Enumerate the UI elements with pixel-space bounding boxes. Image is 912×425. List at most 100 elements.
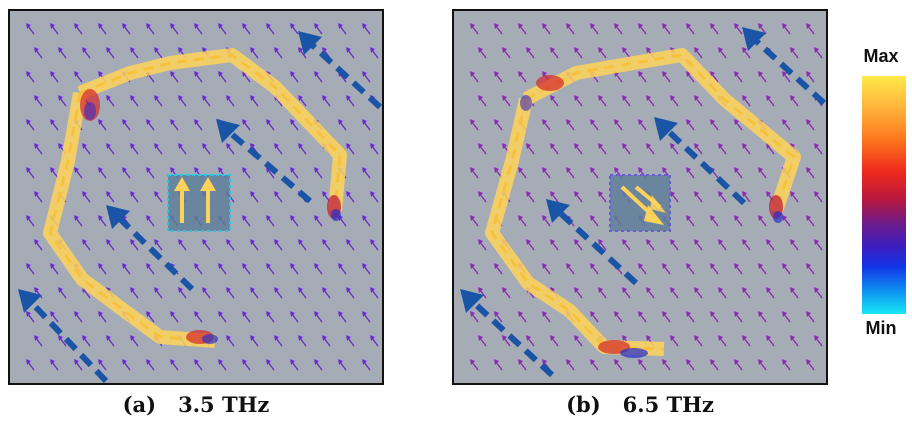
field-arrow — [108, 146, 114, 154]
field-arrow — [156, 242, 162, 250]
field-arrow — [132, 290, 138, 298]
field-arrow — [268, 362, 274, 370]
field-arrow — [180, 242, 186, 250]
field-arrow — [108, 50, 114, 58]
field-arrow — [592, 266, 598, 274]
field-arrow — [364, 74, 370, 82]
field-arrow — [132, 194, 138, 202]
field-arrow — [672, 146, 678, 154]
field-arrow — [816, 194, 822, 202]
field-arrow — [528, 242, 534, 250]
field-arrow — [228, 146, 234, 154]
field-arrow — [52, 314, 58, 322]
field-arrow — [472, 314, 478, 322]
field-arrow — [108, 242, 114, 250]
field-arrow — [60, 50, 66, 58]
field-arrow — [688, 314, 694, 322]
field-arrow — [364, 170, 370, 178]
field-arrow — [156, 194, 162, 202]
field-arrow — [52, 122, 58, 130]
field-arrow — [348, 98, 354, 106]
field-arrow — [316, 170, 322, 178]
field-arrow — [736, 362, 742, 370]
field-arrow — [760, 314, 766, 322]
field-arrow — [372, 242, 378, 250]
field-arrow — [100, 170, 106, 178]
field-arrow — [196, 266, 202, 274]
field-arrow — [124, 362, 130, 370]
field-arrow — [132, 98, 138, 106]
field-arrow — [268, 122, 274, 130]
field-arrow — [600, 194, 606, 202]
field-arrow — [496, 26, 502, 34]
field-arrow — [600, 146, 606, 154]
field-arrow — [340, 362, 346, 370]
field-arrow — [616, 26, 622, 34]
field-arrow — [808, 26, 814, 34]
field-arrow — [316, 314, 322, 322]
field-arrow — [244, 122, 250, 130]
field-arrow — [552, 242, 558, 250]
field-arrow — [808, 122, 814, 130]
field-arrow — [252, 338, 258, 346]
field-arrow — [340, 122, 346, 130]
field-arrow — [228, 290, 234, 298]
field-arrow — [180, 290, 186, 298]
field-arrow — [244, 170, 250, 178]
field-arrow — [316, 362, 322, 370]
caption-b: (b) 6.5 THz — [452, 392, 828, 417]
field-arrow — [132, 242, 138, 250]
field-arrow — [696, 50, 702, 58]
field-arrow — [132, 146, 138, 154]
field-arrow — [576, 98, 582, 106]
field-arrow — [568, 362, 574, 370]
field-arrow — [640, 74, 646, 82]
field-arrow — [792, 338, 798, 346]
field-arrow — [592, 122, 598, 130]
field-arrow — [276, 50, 282, 58]
field-arrow — [472, 362, 478, 370]
field-arrow — [640, 314, 646, 322]
field-arrow — [60, 290, 66, 298]
field-arrow — [124, 26, 130, 34]
field-arrow — [688, 362, 694, 370]
field-arrow — [220, 314, 226, 322]
field-arrow — [640, 122, 646, 130]
field-arrow — [720, 50, 726, 58]
field-arrow — [472, 266, 478, 274]
field-arrow — [664, 266, 670, 274]
field-arrow — [148, 26, 154, 34]
field-arrow — [528, 146, 534, 154]
field-arrow — [244, 314, 250, 322]
field-arrow — [268, 314, 274, 322]
field-arrow — [808, 314, 814, 322]
field-arrow — [696, 98, 702, 106]
field-arrow — [472, 74, 478, 82]
field-arrow — [720, 146, 726, 154]
field-arrow — [52, 26, 58, 34]
field-arrow — [696, 194, 702, 202]
field-arrow — [520, 362, 526, 370]
field-arrow — [544, 218, 550, 226]
field-arrow — [792, 242, 798, 250]
field-arrow — [292, 26, 298, 34]
field-arrow — [592, 26, 598, 34]
field-arrow — [364, 122, 370, 130]
field-arrow — [664, 74, 670, 82]
field-arrow — [480, 194, 486, 202]
field-arrow — [76, 362, 82, 370]
field-arrow — [696, 338, 702, 346]
colorbar-max-label: Max — [850, 46, 912, 67]
field-arrow — [808, 74, 814, 82]
field-arrow — [364, 218, 370, 226]
field-arrow — [276, 290, 282, 298]
field-arrow — [372, 194, 378, 202]
field-arrow — [576, 194, 582, 202]
field-arrow — [84, 146, 90, 154]
field-arrow — [316, 74, 322, 82]
field-arrow — [576, 146, 582, 154]
field-arrow — [196, 314, 202, 322]
field-arrow — [624, 242, 630, 250]
caption-a: (a) 3.5 THz — [8, 392, 384, 417]
field-arrow — [28, 122, 34, 130]
